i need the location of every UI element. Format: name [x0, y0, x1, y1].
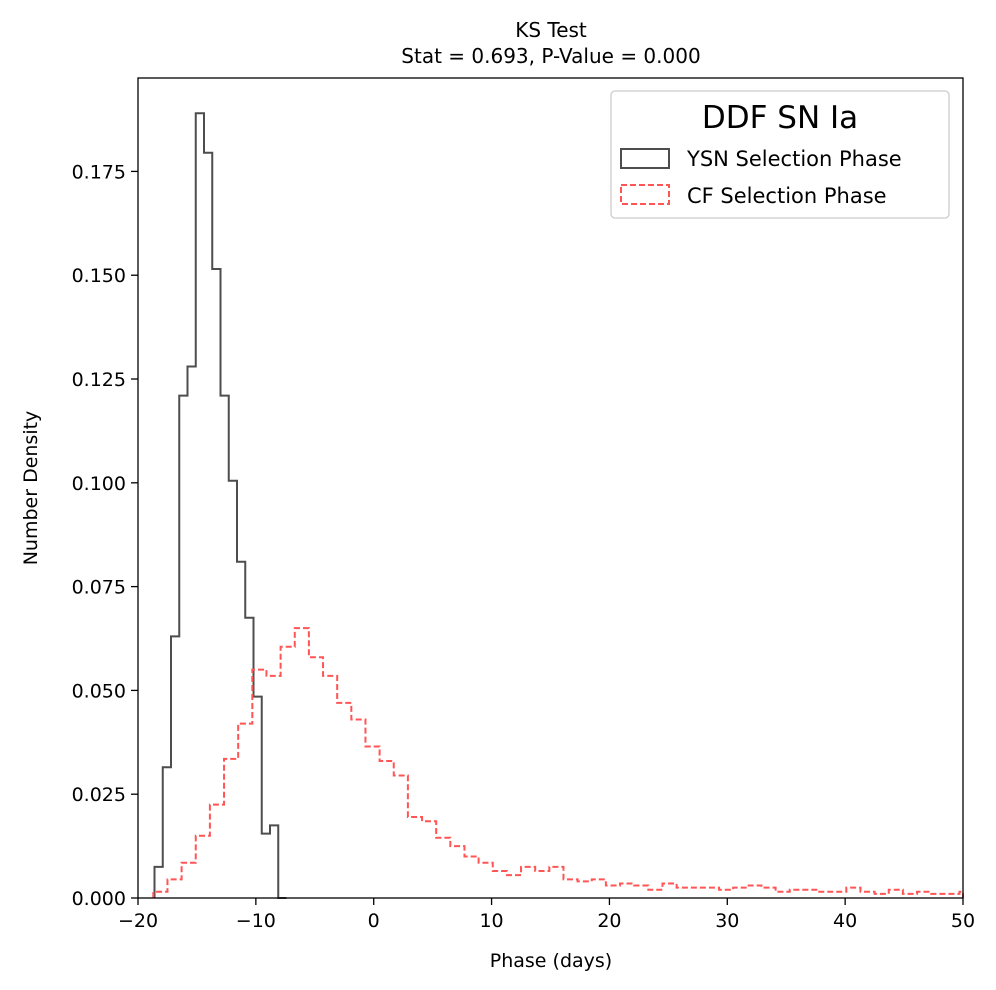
legend-label-cf: CF Selection Phase [687, 184, 887, 208]
y-tick-label: 0.175 [72, 161, 126, 183]
legend: DDF SN Ia YSN Selection Phase CF Selecti… [610, 90, 950, 219]
x-tick-label: 10 [479, 910, 503, 932]
x-tick-label: 40 [833, 910, 857, 932]
y-tick-label: 0.075 [72, 577, 126, 599]
legend-swatch-ysn [620, 148, 670, 169]
legend-label-ysn: YSN Selection Phase [686, 147, 902, 171]
legend-swatch-cf [620, 184, 670, 205]
y-axis-label: Number Density [20, 411, 42, 566]
x-tick-label: 50 [951, 910, 975, 932]
legend-box [610, 90, 950, 219]
series-cf-outline [152, 627, 964, 898]
y-axis: 0.000 0.025 0.050 0.075 0.100 0.125 0.150 0.175 [72, 161, 138, 910]
y-tick-label: 0.150 [72, 265, 126, 287]
plot-frame [137, 77, 964, 899]
y-tick-label: 0.125 [72, 369, 126, 391]
y-tick-label: 0.100 [72, 473, 126, 495]
x-tick-label: −20 [118, 910, 158, 932]
y-tick-label: 0.025 [72, 784, 126, 806]
y-tick-label: 0.000 [72, 888, 126, 910]
x-axis: −20 −10 0 10 20 30 40 50 [118, 898, 975, 932]
series-ysn-outline [153, 112, 287, 899]
chart-subtitle: Stat = 0.693, P-Value = 0.000 [401, 44, 700, 68]
x-tick-label: −10 [236, 910, 276, 932]
chart-title: KS Test [515, 18, 587, 42]
x-tick-label: 0 [368, 910, 380, 932]
series-layer [152, 112, 964, 899]
y-tick-label: 0.050 [72, 680, 126, 702]
x-tick-label: 30 [715, 910, 739, 932]
x-tick-label: 20 [597, 910, 621, 932]
x-axis-label: Phase (days) [490, 950, 612, 972]
legend-title: DDF SN Ia [702, 100, 858, 136]
